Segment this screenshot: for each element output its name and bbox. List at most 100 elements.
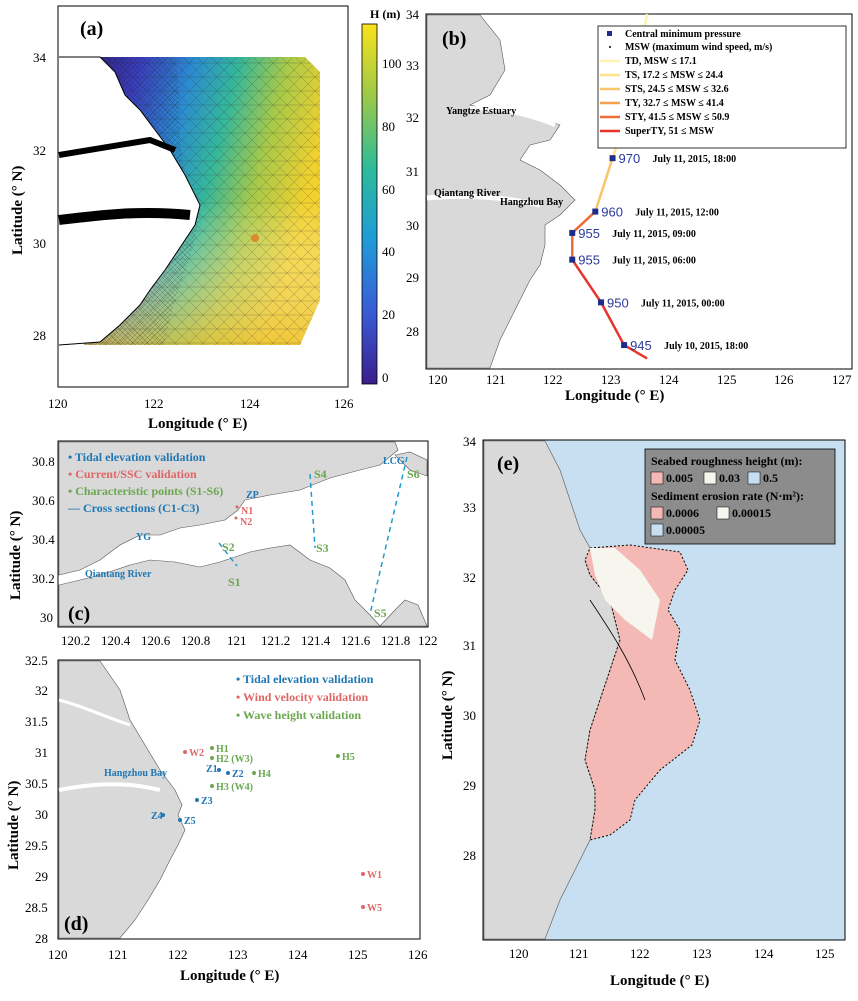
legend-item: Central minimum pressure xyxy=(625,29,741,40)
panel-e-legend: Seabed roughness height (m): 0.005 0.03 … xyxy=(644,448,836,545)
tick-label: 30 xyxy=(463,708,476,723)
legend-item: • Tidal elevation validation xyxy=(236,672,374,686)
track-point xyxy=(569,256,576,263)
pressure-label: 960 xyxy=(601,205,623,220)
label-hangzhou-bay: Hangzhou Bay xyxy=(500,197,563,208)
tick-label: 34 xyxy=(463,434,477,449)
station-h4: H4 xyxy=(258,769,271,780)
tick-label: 28 xyxy=(33,328,46,343)
tick-label: 30 xyxy=(35,807,48,822)
tick-label: 32.5 xyxy=(25,653,48,668)
panel-d-yticks: 32.5 32 31.5 31 30.5 30 29.5 29 28.5 28 xyxy=(25,653,48,946)
pressure-label: 955 xyxy=(578,226,600,241)
legend-item: 0.0006 xyxy=(666,506,699,520)
legend-swatch-white xyxy=(703,471,717,485)
legend-box xyxy=(597,25,847,149)
tick-label: 120 xyxy=(48,947,68,962)
panel-a-ylabel: Latitude (° N) xyxy=(10,166,26,255)
tick-label: 30 xyxy=(406,218,419,233)
legend-item: • Characteristic points (S1-S6) xyxy=(68,484,223,498)
label-yangtze-estuary: Yangtze Estuary xyxy=(446,106,516,117)
panel-a-xlabel: Longitude (° E) xyxy=(148,416,247,432)
legend-item: 0.5 xyxy=(763,471,778,485)
track-segment xyxy=(599,301,626,346)
panel-c-land-south xyxy=(58,544,381,627)
station-z3: Z3 xyxy=(201,796,213,807)
time-label: July 11, 2015, 09:00 xyxy=(612,229,696,240)
track-point xyxy=(609,155,616,162)
tick-label: 122 xyxy=(630,946,650,961)
pressure-label: 955 xyxy=(578,253,600,268)
legend-swatch-white xyxy=(716,506,730,520)
panel-a-xticks: 120 122 124 126 xyxy=(48,396,354,411)
tick-label: 30.4 xyxy=(32,532,55,547)
station-w5: W5 xyxy=(367,903,382,914)
tick-label: 30 xyxy=(40,610,53,625)
legend-swatch-pink xyxy=(650,506,664,520)
tick-label: 122 xyxy=(543,372,563,387)
panel-e-ylabel: Latitude (° N) xyxy=(440,671,456,760)
tick-label: 121 xyxy=(486,372,506,387)
tick-label: 123 xyxy=(692,946,712,961)
station-h2-w3: H2 (W3) xyxy=(216,754,253,765)
tick-label: 125 xyxy=(717,372,737,387)
panel-c-land-north xyxy=(58,441,399,576)
station-w1: W1 xyxy=(367,870,382,881)
panel-a-yticks: 34 32 30 28 xyxy=(33,50,47,343)
panel-c-xticks: 120.2 120.4 120.6 120.8 121 121.2 121.4 … xyxy=(61,633,438,648)
tick-label: 122 xyxy=(144,396,164,411)
panel-b-xlabel: Longitude (° E) xyxy=(565,388,664,404)
tick-label: 34 xyxy=(33,50,47,65)
tick-label: 124 xyxy=(240,396,260,411)
panel-d-xticks: 120 121 122 123 124 125 126 xyxy=(48,947,428,962)
colorbar-tick: 20 xyxy=(382,307,395,322)
tick-label: 125 xyxy=(348,947,368,962)
cross-section-c1 xyxy=(218,542,238,567)
track-point xyxy=(598,299,605,306)
pressure-label: 970 xyxy=(619,151,641,166)
legend-marker-square xyxy=(607,31,612,36)
tick-label: 30.5 xyxy=(25,776,48,791)
legend-item: • Wind velocity validation xyxy=(236,690,368,704)
legend-marker-dot xyxy=(609,46,611,48)
tick-label: 31 xyxy=(35,745,48,760)
tick-label: 120.2 xyxy=(61,633,90,648)
station-h3-w4: H3 (W4) xyxy=(216,782,253,793)
legend-item: — Cross sections (C1-C3) xyxy=(67,501,199,515)
tick-label: 120.8 xyxy=(181,633,210,648)
station-n1: N1 xyxy=(241,506,253,517)
tick-label: 122 xyxy=(418,633,438,648)
station-lcg: LCG xyxy=(383,456,405,467)
panel-e-xlabel: Longitude (° E) xyxy=(610,973,709,989)
colorbar-tick: 80 xyxy=(382,119,395,134)
legend-item: MSW (maximum wind speed, m/s) xyxy=(625,42,772,53)
panel-c-yticks: 30.8 30.6 30.4 30.2 30 xyxy=(32,454,55,625)
pressure-label: 950 xyxy=(607,295,629,310)
station-n2: N2 xyxy=(240,517,252,528)
panel-e-xticks: 120 121 122 123 124 125 xyxy=(509,946,835,961)
legend-title: Seabed roughness height (m): xyxy=(651,454,802,468)
legend-swatch-pink xyxy=(650,471,664,485)
tick-label: 28 xyxy=(463,848,476,863)
colorbar xyxy=(361,23,378,385)
time-label: July 10, 2015, 18:00 xyxy=(664,341,748,352)
legend-item: 0.005 xyxy=(666,471,693,485)
station-h1: H1 xyxy=(216,744,229,755)
legend-box xyxy=(644,448,836,545)
tick-label: 28 xyxy=(406,324,419,339)
tick-label: 29.5 xyxy=(25,838,48,853)
erosion-zone-white xyxy=(590,548,660,640)
legend-item: STY, 41.5 ≤ MSW ≤ 50.9 xyxy=(625,112,729,123)
panel-e-yticks: 34 33 32 31 30 29 28 xyxy=(463,434,477,863)
pressure-label: 945 xyxy=(630,338,652,353)
station-h5: H5 xyxy=(342,752,355,763)
legend-title: Sediment erosion rate (N·m²): xyxy=(651,489,804,503)
tick-label: 33 xyxy=(463,500,476,515)
tick-label: 121.4 xyxy=(301,633,331,648)
panel-d-land xyxy=(58,660,186,939)
legend-swatch-blue xyxy=(650,523,664,537)
station-s1: S1 xyxy=(228,575,241,589)
station-s4: S4 xyxy=(314,467,327,481)
tick-label: 28.5 xyxy=(25,900,48,915)
